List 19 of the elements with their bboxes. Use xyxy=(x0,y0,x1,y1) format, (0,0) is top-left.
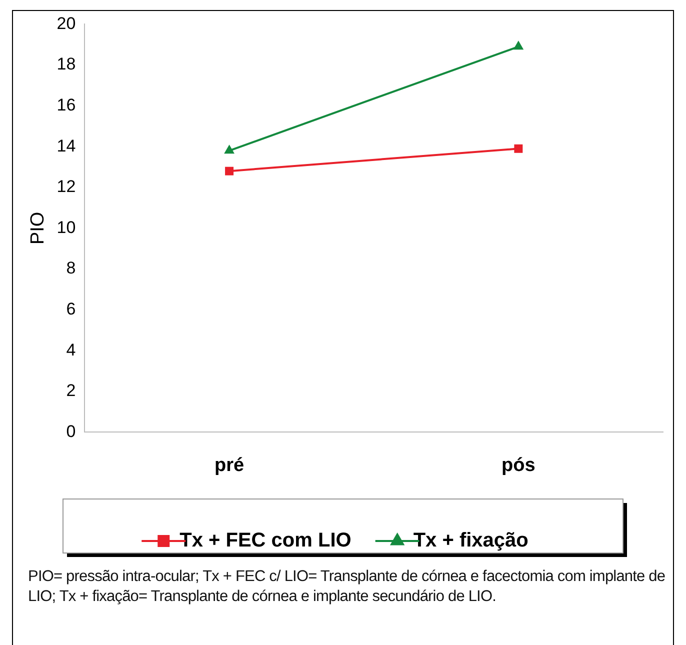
legend-label: Tx + FEC com LIO xyxy=(180,530,352,552)
legend-label: Tx + fixação xyxy=(413,530,528,552)
y-tick-label: 18 xyxy=(56,54,76,74)
x-tick-label: pré xyxy=(214,454,244,476)
text: PIO= pressão intra-ocular; Tx + FEC c/ LIO= Transplante de córnea e facectomia com implante de LIO; Tx + fixação= Transplante de córnea e implante secundário de LIO. xyxy=(28,567,666,607)
y-tick-label: 8 xyxy=(66,258,76,278)
point xyxy=(225,166,234,176)
y-tick-label: 0 xyxy=(66,422,76,441)
x-tick-label: pós xyxy=(502,454,536,476)
y-tick-label: 4 xyxy=(66,340,76,360)
y-axis-title: PIO xyxy=(28,212,49,245)
y-tick-label: 14 xyxy=(56,136,76,156)
y-tick-label: 20 xyxy=(56,14,76,33)
y-tick-label: 6 xyxy=(66,299,76,318)
y-tick-label: 16 xyxy=(56,95,76,114)
y-tick-label: 2 xyxy=(66,381,76,400)
y-tick-label: 10 xyxy=(56,218,76,237)
y-tick-label: 12 xyxy=(56,177,76,196)
point xyxy=(514,144,523,153)
